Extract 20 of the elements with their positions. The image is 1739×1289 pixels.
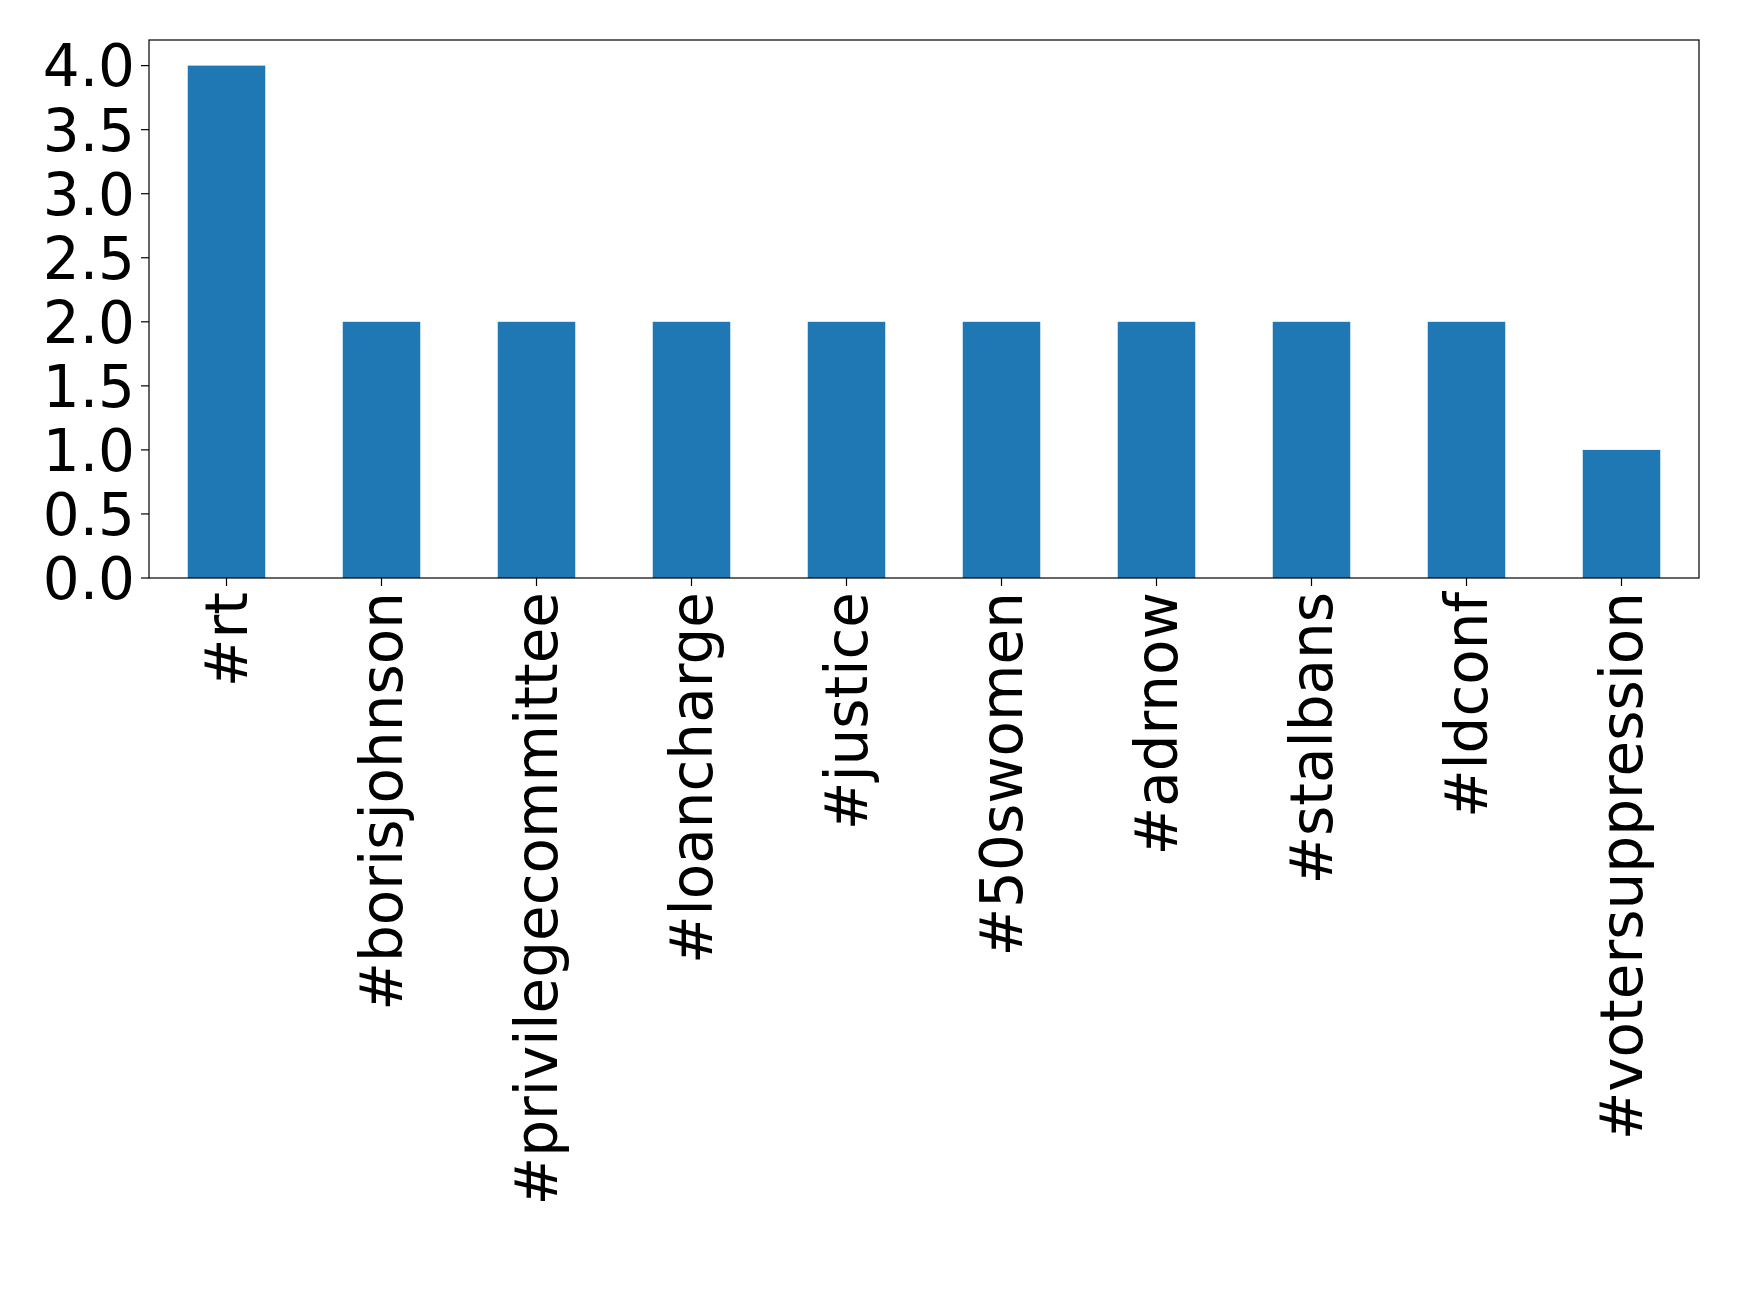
x-tick-label: #adrnow [1123,592,1192,856]
bar [1272,321,1351,578]
x-tick-label: #privilegecommittee [503,592,572,1206]
x-tick-label: #borisjohnson [348,592,417,1011]
bar [807,321,886,578]
bar [962,321,1041,578]
x-tick-label: #50swomen [968,592,1037,957]
x-tick-label: #rt [193,592,262,688]
bar [187,65,266,578]
bar [1582,449,1661,578]
x-tick-label: #ldconf [1433,590,1502,819]
bar [342,321,421,578]
x-tick-label: #loancharge [658,592,727,965]
bar [1117,321,1196,578]
x-tick-label: #stalbans [1278,592,1347,885]
bar [1427,321,1506,578]
bar [652,321,731,578]
x-tick-label: #votersuppression [1588,592,1657,1141]
x-tick-label: #justice [813,592,882,831]
bar [497,321,576,578]
